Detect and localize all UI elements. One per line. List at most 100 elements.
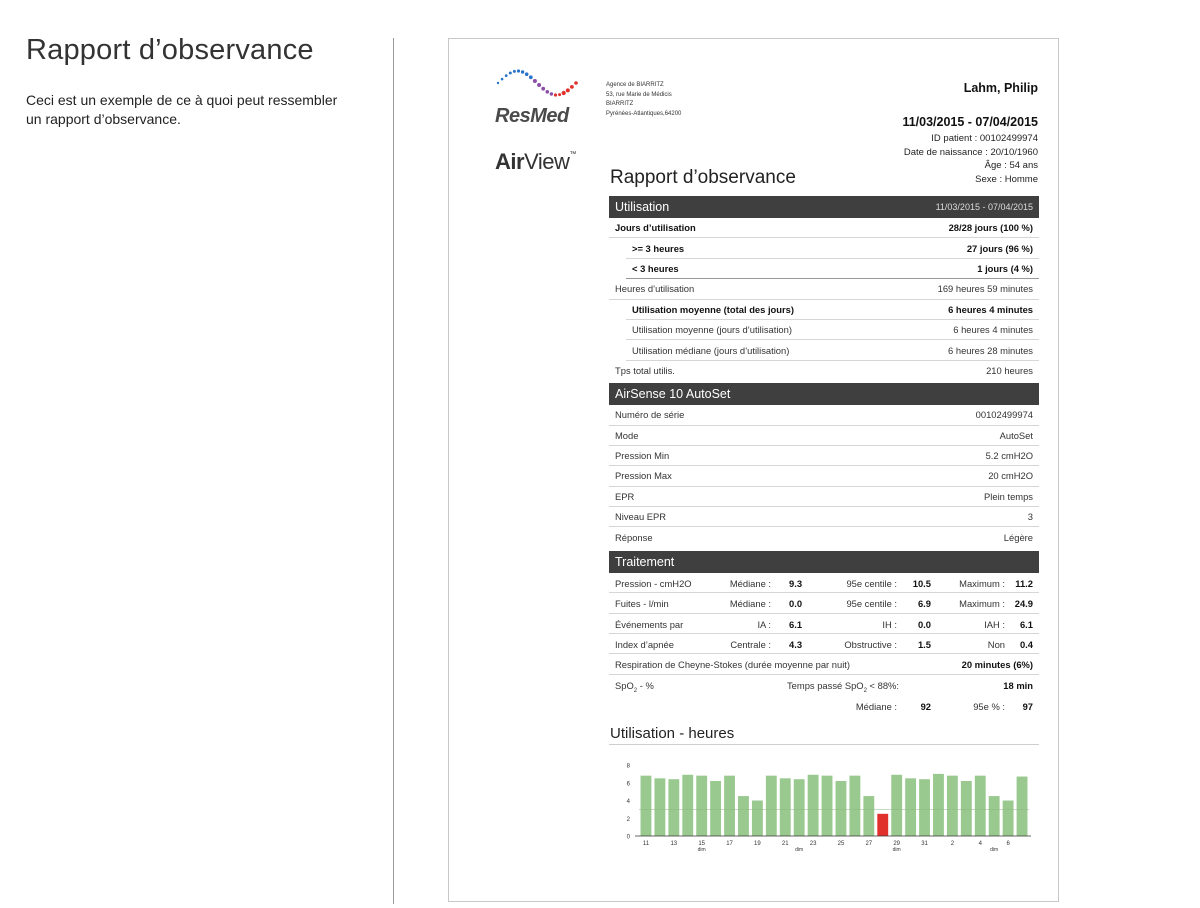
bar-20	[765, 775, 777, 836]
device-row-pmax: Pression Max 20 cmH2O	[609, 466, 1039, 487]
row-value: 169 heures 59 minutes	[937, 283, 1033, 295]
device-row-response: Réponse Légère	[609, 527, 1039, 547]
device-header-label: AirSense 10 AutoSet	[615, 387, 731, 402]
sunday-label: dim	[893, 847, 901, 853]
x-tick-label: 15	[698, 841, 705, 847]
page-title: Rapport d’observance	[26, 34, 314, 66]
row-key3: Maximum :	[959, 577, 1005, 589]
x-tick-label: 31	[921, 841, 928, 847]
row-value3: 6.1	[1019, 618, 1033, 630]
x-tick-label: 23	[810, 841, 817, 847]
bar-15	[696, 775, 708, 836]
row-label: Numéro de série	[615, 409, 685, 421]
usage-row-hours: Heures d’utilisation 169 heures 59 minute…	[609, 279, 1039, 300]
row-value1: 9.3	[789, 577, 803, 589]
logo-dot	[532, 79, 537, 83]
spo2-median-key: Médiane :	[855, 700, 897, 712]
sunday-label: dim	[698, 847, 706, 853]
x-tick-label: 19	[754, 841, 761, 847]
row-value2: 1.5	[917, 639, 931, 651]
row-value: 6 heures 4 minutes	[953, 324, 1033, 336]
usage-chart: 0 2 4 6 8 11 13 15 17 19 21 23 25 27 29 31 2 4 6 dim dim dim d…	[627, 764, 1031, 853]
row-value3: 24.9	[1014, 598, 1033, 610]
bar-2	[946, 775, 958, 836]
bar-4	[974, 775, 986, 836]
spo2-time-a: Temps passé SpO	[786, 679, 864, 691]
x-tick-label: 4	[979, 841, 983, 847]
row-label: Réponse	[615, 532, 653, 544]
row-label: Index d’apnée	[615, 639, 674, 651]
logo-dot	[565, 88, 570, 93]
row-key2: IH :	[882, 618, 897, 630]
spo2-time-label: Temps passé SpO2 < 88%:	[787, 680, 899, 694]
logo-dot	[496, 81, 500, 85]
row-value: AutoSet	[999, 429, 1033, 441]
row-value: 3	[1027, 511, 1033, 523]
patient-sex: Sexe : Homme	[975, 173, 1038, 185]
y-tick-label: 2	[627, 817, 631, 823]
device-row-pmin: Pression Min 5.2 cmH2O	[609, 446, 1039, 467]
usage-row-avg-used: Utilisation moyenne (jours d’utilisation…	[626, 320, 1039, 341]
row-label: < 3 heures	[632, 262, 679, 274]
sunday-label: dim	[795, 847, 803, 853]
row-value: 6 heures 4 minutes	[948, 303, 1033, 315]
vertical-divider	[393, 38, 394, 904]
chart-title-divider	[609, 744, 1039, 745]
bar-3	[960, 780, 972, 836]
logo-dot	[537, 83, 542, 87]
y-tick-label: 4	[627, 799, 631, 805]
logo-dot	[558, 93, 562, 97]
row-label: Mode	[615, 429, 639, 441]
spo2-label: SpO2 - %	[615, 680, 654, 694]
bar-29	[891, 774, 903, 836]
usage-row-days: Jours d’utilisation 28/28 jours (100 %)	[609, 218, 1039, 239]
bar-5	[988, 796, 1000, 836]
row-label: Respiration de Cheyne-Stokes (durée moye…	[615, 658, 851, 670]
agency-address: Agence de BIARRITZ 53, rue Marie de Médi…	[606, 81, 681, 119]
row-value: Plein temps	[984, 490, 1033, 502]
resmed-logo-icon	[496, 69, 578, 97]
treatment-row-spo2: SpO2 - % Temps passé SpO2 < 88%: 18 min	[609, 675, 1039, 696]
row-value: 20 minutes (6%)	[961, 658, 1033, 670]
row-label: Heures d’utilisation	[615, 283, 695, 295]
treatment-row-spo2-stats: Médiane : 92 95e % : 97	[609, 696, 1039, 717]
report-title: Rapport d’observance	[610, 167, 796, 188]
usage-row-median: Utilisation médiane (jours d’utilisation…	[626, 340, 1039, 361]
sunday-label: dim	[990, 847, 998, 853]
bar-24	[821, 775, 833, 836]
row-value: 6 heures 28 minutes	[948, 344, 1033, 356]
treatment-row-cheyne-stokes: Respiration de Cheyne-Stokes (durée moye…	[609, 654, 1039, 675]
row-value1: 6.1	[789, 618, 803, 630]
x-tick-label: 29	[893, 841, 900, 847]
logo-dot	[516, 69, 521, 73]
spo2-time-b: < 88%:	[866, 679, 899, 691]
spo2-label-sub: 2	[633, 687, 638, 694]
row-key3: IAH :	[984, 618, 1005, 630]
device-row-epr: EPR Plein temps	[609, 487, 1039, 508]
bar-16	[710, 780, 722, 836]
row-label: Pression Max	[615, 470, 672, 482]
bar-6	[1002, 800, 1014, 836]
report-document: ResMed AirView™ Agence de BIARRITZ 53, r…	[448, 38, 1059, 902]
row-value1: 0.0	[789, 598, 803, 610]
report-sections: Utilisation 11/03/2015 - 07/04/2015 Jour…	[609, 196, 1039, 717]
report-period: 11/03/2015 - 07/04/2015	[902, 115, 1038, 129]
bar-25	[835, 780, 847, 836]
logo-dot	[504, 74, 508, 77]
bar-31	[919, 779, 930, 836]
row-value: 00102499974	[975, 409, 1033, 421]
treatment-header-label: Traitement	[615, 554, 675, 569]
airview-prefix: Air	[495, 149, 525, 174]
treatment-row-pressure: Pression - cmH2O Médiane : 9.3 95e centi…	[609, 573, 1039, 594]
bar-13	[668, 779, 680, 836]
x-tick-label: 6	[1006, 841, 1010, 847]
row-label: >= 3 heures	[632, 242, 685, 254]
logo-dot	[508, 71, 512, 75]
x-tick-label: 27	[865, 841, 872, 847]
row-value: 210 heures	[986, 365, 1033, 377]
bar-30	[905, 778, 917, 836]
bar-22	[793, 779, 805, 836]
row-value3: 0.4	[1019, 639, 1033, 651]
row-value: Légère	[1003, 532, 1033, 544]
row-label: Pression - cmH2O	[615, 577, 692, 589]
